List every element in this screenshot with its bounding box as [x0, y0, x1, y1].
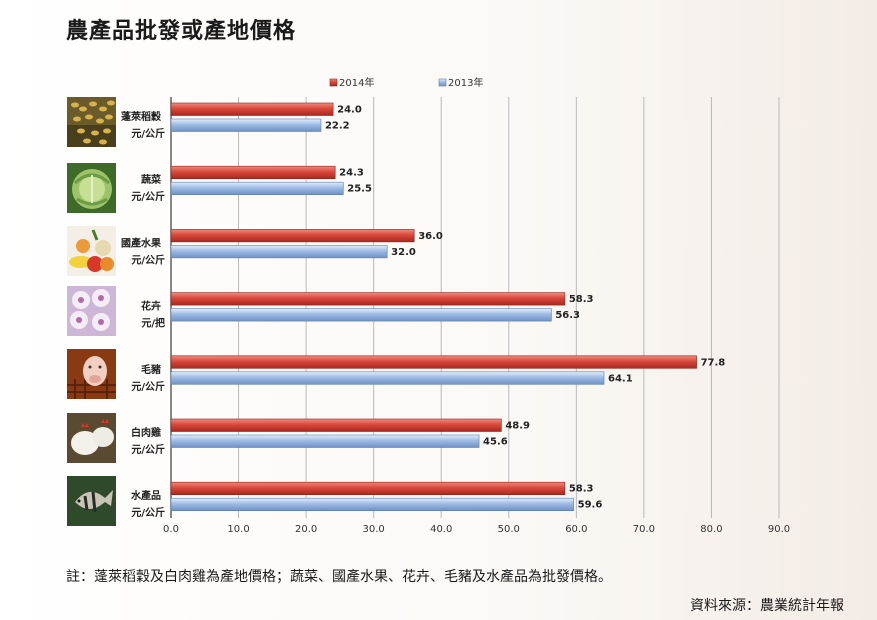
category-unit: 元/公斤	[131, 253, 165, 266]
fish-photo	[67, 476, 116, 526]
category-label: 白肉雞	[131, 426, 161, 439]
legend-swatch	[329, 78, 338, 87]
x-tick-label: 30.0	[363, 524, 385, 535]
bar-2014	[170, 165, 336, 179]
category-label: 水產品	[130, 489, 161, 502]
x-tick-label: 50.0	[498, 524, 520, 535]
bar-2013	[170, 371, 605, 385]
x-tick-label: 70.0	[633, 524, 655, 535]
data-label: 24.3	[339, 168, 364, 179]
x-tick-label: 40.0	[430, 524, 452, 535]
fruit-photo	[67, 226, 116, 276]
page-title: 農產品批發或產地價格	[66, 19, 297, 44]
bar-2013	[170, 308, 552, 322]
category-label: 蔬菜	[141, 173, 162, 186]
data-label: 45.6	[483, 437, 508, 448]
bar-chart: 24.0 22.2 24.3 25.5 36.032.0 58.3 56.3 77.8 64.1…	[121, 76, 790, 535]
category-label: 毛豬	[141, 363, 161, 376]
category-unit: 元/公斤	[131, 443, 165, 456]
data-label: 56.3	[555, 310, 580, 321]
data-label: 22.2	[325, 121, 350, 132]
data-label: 25.5	[347, 184, 372, 195]
cabbage-photo	[67, 163, 116, 213]
category-unit: 元/公斤	[131, 506, 165, 519]
x-tick-label: 60.0	[565, 524, 587, 535]
data-label: 59.6	[578, 500, 603, 511]
bar-2013	[170, 118, 322, 132]
data-label: 58.3	[569, 484, 594, 495]
bar-2014	[170, 418, 502, 432]
x-tick-label: 20.0	[295, 524, 317, 535]
bar-2013	[170, 497, 574, 512]
rice-grain-photo	[67, 97, 116, 147]
category-label: 國產水果	[121, 236, 162, 249]
bar-2014	[170, 102, 334, 116]
data-label: 24.0	[337, 105, 362, 116]
x-tick-label: 90.0	[768, 524, 790, 535]
bar-2014	[170, 481, 566, 496]
orchid-photo	[67, 286, 116, 336]
legend-label: 2014年	[339, 76, 374, 89]
bar-2013	[170, 434, 480, 448]
pig-photo	[67, 349, 116, 399]
legend-swatch	[438, 78, 447, 87]
x-tick-label: 0.0	[163, 524, 179, 535]
source-citation: 資料來源：農業統計年報	[690, 598, 844, 614]
bar-2014	[170, 355, 697, 369]
data-label: 58.3	[569, 294, 594, 305]
footnote: 註：蓬萊稻穀及白肉雞為產地價格；蔬菜、國產水果、花卉、毛豬及水產品為批發價格。	[66, 569, 612, 585]
bar-2013	[170, 181, 344, 195]
category-unit: 元/公斤	[131, 190, 165, 203]
category-unit: 元/把	[141, 317, 165, 330]
category-label: 蓬萊稻穀	[121, 110, 162, 123]
data-label: 77.8	[701, 357, 726, 368]
bar-2013	[170, 245, 388, 259]
category-unit: 元/公斤	[131, 127, 165, 140]
category-label: 花卉	[141, 300, 161, 313]
data-label: 36.0	[418, 231, 443, 242]
bar-2014	[170, 229, 415, 243]
chicken-photo	[67, 413, 116, 463]
data-label: 64.1	[608, 373, 633, 384]
x-tick-label: 80.0	[700, 524, 722, 535]
bar-2014	[170, 292, 566, 306]
category-unit: 元/公斤	[131, 380, 165, 393]
legend-label: 2013年	[448, 76, 483, 89]
data-label: 32.0	[391, 247, 416, 258]
x-tick-label: 10.0	[227, 524, 249, 535]
data-label: 48.9	[505, 421, 530, 432]
